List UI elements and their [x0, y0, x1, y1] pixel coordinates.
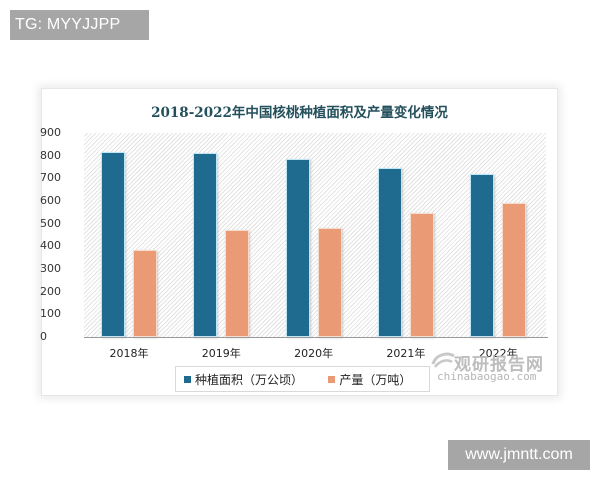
legend-swatch-production: [328, 375, 336, 383]
legend-label-area: 种植面积（万公顷）: [194, 372, 303, 387]
y-tick-label: 400: [40, 239, 61, 253]
y-tick-label: 200: [40, 284, 61, 298]
x-tick-label: 2022年: [478, 347, 518, 360]
y-tick-label: 300: [40, 262, 61, 275]
plot-area: [84, 133, 546, 337]
bar-planting-area: [377, 168, 402, 337]
y-tick-label: 800: [40, 148, 61, 162]
chart-title: 2018-2022年中国核桃种植面积及产量变化情况: [151, 105, 448, 121]
bar-planting-area: [101, 151, 125, 337]
top-left-watermark-tag: TG: MYYJJPP: [10, 10, 149, 40]
bar-production: [502, 202, 527, 337]
y-tick-label: 100: [40, 307, 61, 321]
swirl-logo-icon: [431, 352, 455, 368]
bar-planting-area: [193, 152, 218, 337]
y-tick-label: 0: [40, 330, 47, 343]
x-tick-label: 2019年: [201, 347, 241, 360]
bottom-right-watermark-tag: www.jmntt.com: [448, 440, 590, 470]
legend-item-area: 种植面积（万公顷）: [184, 371, 303, 388]
bar-production: [409, 213, 434, 337]
x-tick-label: 2021年: [386, 347, 426, 360]
chart-legend: 种植面积（万公顷） 产量（万吨）: [175, 366, 430, 392]
bar-production: [225, 230, 250, 337]
top-left-tag-text: TG: MYYJJPP: [15, 16, 121, 33]
legend-item-production: 产量（万吨）: [328, 371, 411, 388]
x-tick-label: 2018年: [109, 347, 149, 360]
bar-planting-area: [470, 174, 495, 337]
watermark-cn-text: 观研报告网: [454, 355, 544, 375]
x-axis-line: [84, 337, 548, 338]
y-tick-label: 500: [40, 216, 61, 230]
x-tick-label: 2020年: [294, 347, 334, 360]
bar-planting-area: [285, 159, 310, 337]
watermark-en-text: chinabaogao.com: [437, 370, 537, 383]
bar-production: [317, 228, 342, 337]
legend-swatch-area: [184, 375, 191, 383]
bar-production: [133, 249, 157, 337]
y-tick-label: 700: [40, 171, 61, 185]
y-tick-label: 900: [40, 126, 61, 139]
chinabaogao-watermark: 观研报告网 chinabaogao.com: [430, 348, 555, 388]
bottom-right-tag-text: www.jmntt.com: [465, 446, 573, 463]
legend-label-production: 产量（万吨）: [339, 372, 412, 387]
y-tick-label: 600: [40, 194, 61, 207]
